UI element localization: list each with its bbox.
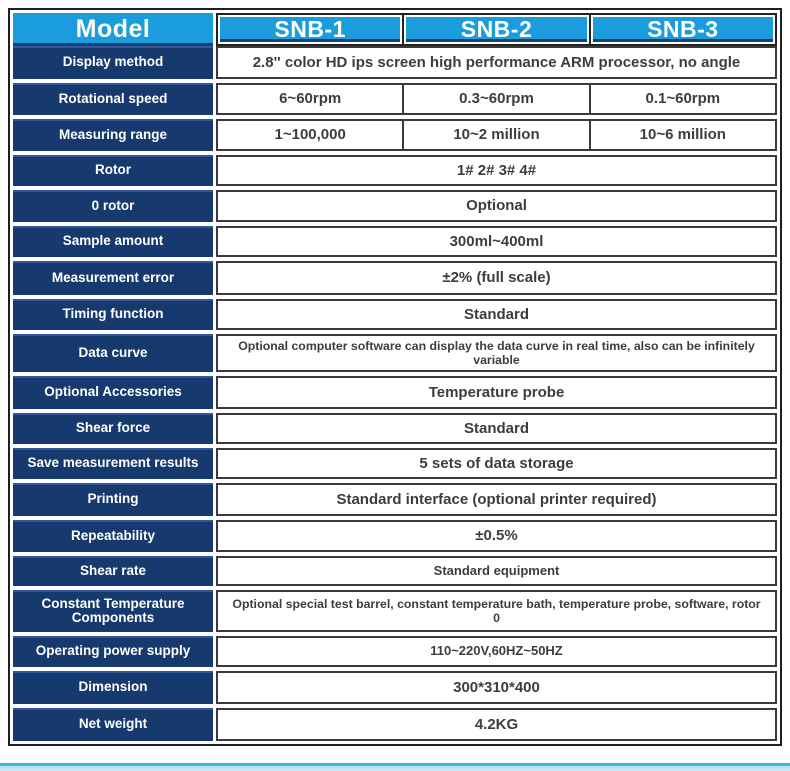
row-data-area: 4.2KG (216, 708, 777, 741)
table-row: Operating power supply 110~220V,60HZ~50HZ (13, 636, 777, 667)
table-row: Shear rate Standard equipment (13, 556, 777, 586)
table-row: Net weight 4.2KG (13, 708, 777, 741)
row-data-area: 1~100,000 10~2 million 10~6 million (216, 119, 777, 151)
spec-cell: 10~2 million (404, 119, 591, 151)
spec-cell: 0.3~60rpm (404, 83, 591, 115)
row-label: Sample amount (13, 226, 213, 257)
spec-cell-merged: 4.2KG (216, 708, 777, 741)
row-data-area: ±2% (full scale) (216, 261, 777, 295)
spec-cell: 0.1~60rpm (590, 83, 777, 115)
table-row: Measuring range 1~100,000 10~2 million 10~6… (13, 119, 777, 151)
row-data-area: Optional computer software can display t… (216, 334, 777, 372)
spec-table: Model SNB-1 SNB-2 SNB-3 Display method 2.… (8, 8, 782, 746)
spec-cell-merged: ±2% (full scale) (216, 261, 777, 295)
spec-cell-merged: Standard interface (optional printer req… (216, 483, 777, 516)
spec-cell-merged: 1# 2# 3# 4# (216, 155, 777, 186)
row-data-area: Standard (216, 413, 777, 444)
row-data-area: Optional (216, 190, 777, 222)
row-label: Rotational speed (13, 83, 213, 115)
table-row: Rotational speed 6~60rpm 0.3~60rpm 0.1~60rp… (13, 83, 777, 115)
table-row: Constant Temperature Components Optional … (13, 590, 777, 632)
spec-cell-merged: Optional special test barrel, constant t… (216, 590, 777, 632)
spec-cell-merged: Optional (216, 190, 777, 222)
spec-cell-merged: Temperature probe (216, 376, 777, 409)
table-header-row: Model SNB-1 SNB-2 SNB-3 (13, 13, 777, 46)
footer-accent-bar (0, 763, 790, 771)
table-row: Printing Standard interface (optional pri… (13, 483, 777, 516)
table-row: Timing function Standard (13, 299, 777, 330)
spec-cell-merged: 2.8'' color HD ips screen high performan… (216, 46, 777, 79)
row-data-area: Standard interface (optional printer req… (216, 483, 777, 516)
row-data-area: 5 sets of data storage (216, 448, 777, 479)
table-row: 0 rotor Optional (13, 190, 777, 222)
row-label: Constant Temperature Components (13, 590, 213, 632)
row-data-area: 1# 2# 3# 4# (216, 155, 777, 186)
table-row: Sample amount 300ml~400ml (13, 226, 777, 257)
row-data-area: Optional special test barrel, constant t… (216, 590, 777, 632)
row-label: Display method (13, 46, 213, 79)
column-header-snb-3: SNB-3 (590, 13, 777, 46)
row-data-area: 110~220V,60HZ~50HZ (216, 636, 777, 667)
table-row: Save measurement results 5 sets of data s… (13, 448, 777, 479)
spec-cell: 1~100,000 (216, 119, 405, 151)
spec-cell-merged: Standard (216, 413, 777, 444)
table-row: Shear force Standard (13, 413, 777, 444)
row-label: 0 rotor (13, 190, 213, 222)
model-header-cell: Model (13, 13, 213, 46)
row-data-area: 300ml~400ml (216, 226, 777, 257)
row-data-area: Standard equipment (216, 556, 777, 586)
table-row: Repeatability ±0.5% (13, 520, 777, 552)
spec-cell-merged: Optional computer software can display t… (216, 334, 777, 372)
spec-table-body: Display method 2.8'' color HD ips screen … (13, 46, 777, 741)
row-label: Optional Accessories (13, 376, 213, 409)
spec-cell-merged: 300*310*400 (216, 671, 777, 704)
row-label: Save measurement results (13, 448, 213, 479)
row-label: Printing (13, 483, 213, 516)
row-data-area: 6~60rpm 0.3~60rpm 0.1~60rpm (216, 83, 777, 115)
row-label: Measurement error (13, 261, 213, 295)
table-row: Rotor 1# 2# 3# 4# (13, 155, 777, 186)
table-row: Data curve Optional computer software can… (13, 334, 777, 372)
row-data-area: 300*310*400 (216, 671, 777, 704)
spec-cell: 6~60rpm (216, 83, 405, 115)
column-header-snb-1: SNB-1 (216, 13, 405, 46)
row-label: Repeatability (13, 520, 213, 552)
table-row: Dimension 300*310*400 (13, 671, 777, 704)
row-data-area: Standard (216, 299, 777, 330)
table-row: Measurement error ±2% (full scale) (13, 261, 777, 295)
row-data-area: 2.8'' color HD ips screen high performan… (216, 46, 777, 79)
row-label: Dimension (13, 671, 213, 704)
row-label: Net weight (13, 708, 213, 741)
spec-cell: 10~6 million (590, 119, 777, 151)
row-label: Operating power supply (13, 636, 213, 667)
row-label: Data curve (13, 334, 213, 372)
spec-cell-merged: 5 sets of data storage (216, 448, 777, 479)
row-label: Shear force (13, 413, 213, 444)
spec-cell-merged: ±0.5% (216, 520, 777, 552)
column-header-snb-2: SNB-2 (404, 13, 591, 46)
row-label: Timing function (13, 299, 213, 330)
header-columns: SNB-1 SNB-2 SNB-3 (216, 13, 777, 46)
table-row: Display method 2.8'' color HD ips screen … (13, 46, 777, 79)
table-row: Optional Accessories Temperature probe (13, 376, 777, 409)
spec-cell-merged: 300ml~400ml (216, 226, 777, 257)
row-label: Rotor (13, 155, 213, 186)
row-label: Shear rate (13, 556, 213, 586)
row-label: Measuring range (13, 119, 213, 151)
spec-cell-merged: 110~220V,60HZ~50HZ (216, 636, 777, 667)
row-data-area: Temperature probe (216, 376, 777, 409)
row-data-area: ±0.5% (216, 520, 777, 552)
spec-cell-merged: Standard (216, 299, 777, 330)
spec-cell-merged: Standard equipment (216, 556, 777, 586)
